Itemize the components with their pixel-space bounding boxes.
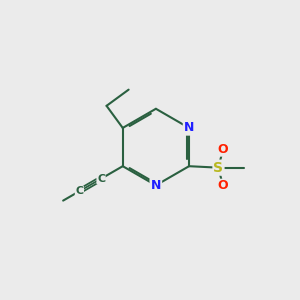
Text: O: O	[218, 179, 228, 192]
Text: C: C	[75, 186, 83, 196]
Text: N: N	[184, 122, 194, 134]
Text: N: N	[151, 179, 161, 192]
Text: N: N	[184, 122, 194, 134]
Text: C: C	[97, 174, 105, 184]
Text: O: O	[218, 143, 228, 156]
Text: N: N	[151, 179, 161, 192]
Text: S: S	[214, 161, 224, 175]
